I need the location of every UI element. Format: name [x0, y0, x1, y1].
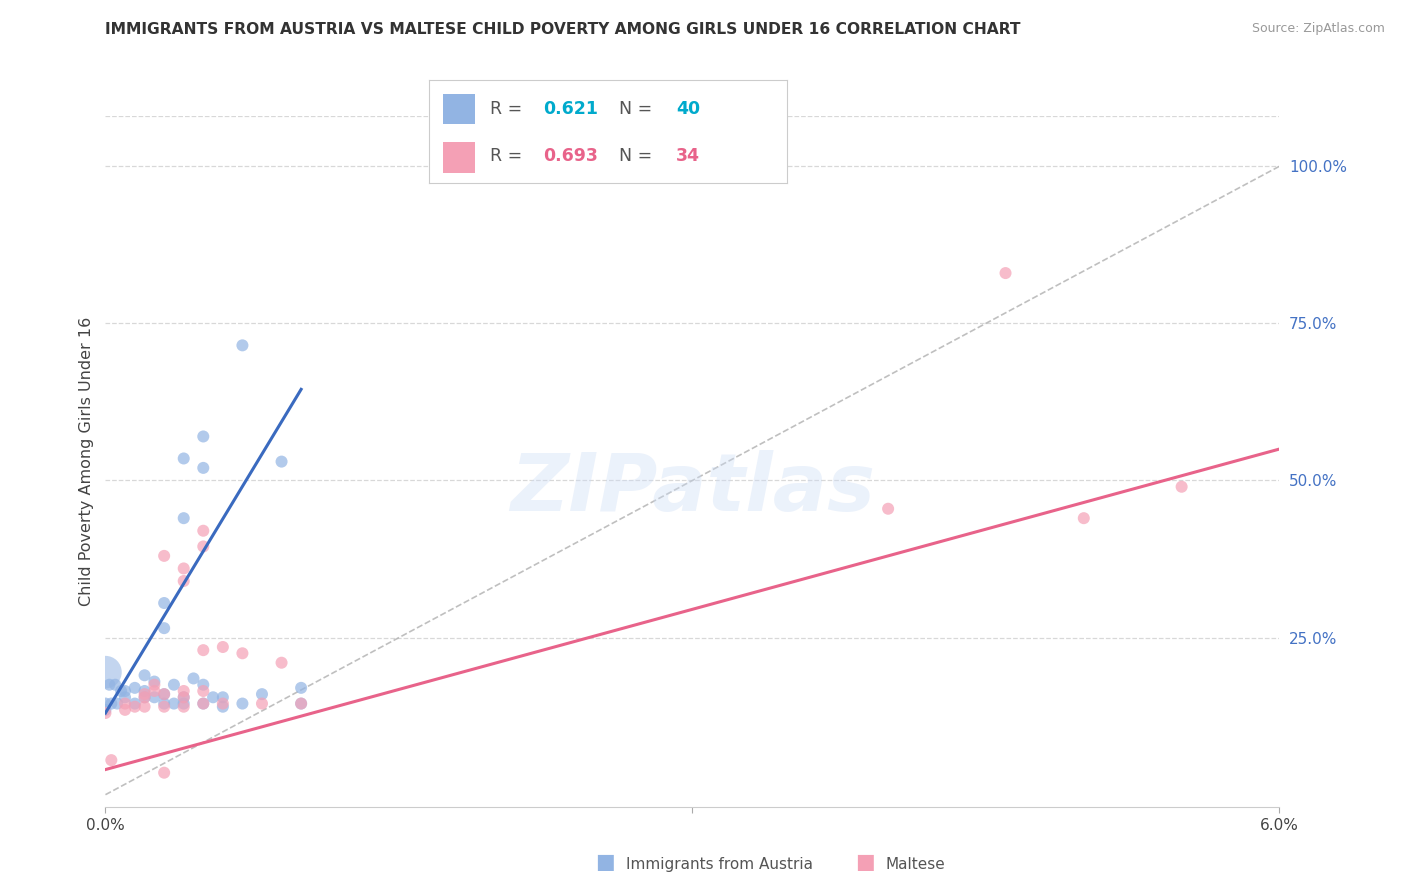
Point	[211, 697, 233, 711]
Point	[114, 690, 136, 705]
Point	[143, 674, 166, 689]
Point	[134, 684, 156, 698]
Point	[193, 697, 215, 711]
Y-axis label: Child Poverty Among Girls Under 16: Child Poverty Among Girls Under 16	[79, 317, 94, 607]
Point	[290, 697, 312, 711]
Point	[124, 681, 146, 695]
Text: N =: N =	[609, 147, 658, 165]
Text: 40: 40	[676, 100, 700, 118]
Point	[153, 687, 176, 701]
Point	[143, 690, 166, 705]
Text: R =: R =	[489, 100, 527, 118]
Point	[193, 678, 215, 692]
Point	[193, 461, 215, 475]
Point	[994, 266, 1017, 280]
Point	[250, 687, 273, 701]
Point	[250, 697, 273, 711]
Point	[134, 687, 156, 701]
Point	[153, 765, 176, 780]
Point	[173, 451, 195, 466]
Point	[173, 574, 195, 588]
Point	[193, 524, 215, 538]
Point	[134, 699, 156, 714]
Text: Maltese: Maltese	[886, 857, 945, 872]
Point	[124, 697, 146, 711]
Point	[153, 621, 176, 635]
Point	[114, 684, 136, 698]
Point	[94, 703, 117, 717]
Point	[270, 656, 292, 670]
Point	[114, 703, 136, 717]
Point	[100, 697, 122, 711]
Text: IMMIGRANTS FROM AUSTRIA VS MALTESE CHILD POVERTY AMONG GIRLS UNDER 16 CORRELATIO: IMMIGRANTS FROM AUSTRIA VS MALTESE CHILD…	[105, 22, 1021, 37]
Point	[211, 640, 233, 654]
Point	[104, 678, 127, 692]
Text: N =: N =	[609, 100, 658, 118]
Point	[153, 596, 176, 610]
Text: Immigrants from Austria: Immigrants from Austria	[626, 857, 813, 872]
Point	[173, 684, 195, 698]
Point	[105, 697, 128, 711]
Text: 0.693: 0.693	[544, 147, 599, 165]
Point	[143, 684, 166, 698]
Point	[193, 540, 215, 554]
Point	[193, 697, 215, 711]
Point	[173, 697, 195, 711]
Point	[193, 429, 215, 443]
Point	[211, 699, 233, 714]
Text: ■: ■	[595, 853, 614, 872]
Point	[1170, 480, 1192, 494]
Point	[110, 684, 132, 698]
Text: Source: ZipAtlas.com: Source: ZipAtlas.com	[1251, 22, 1385, 36]
Point	[98, 678, 121, 692]
Point	[211, 690, 233, 705]
Text: R =: R =	[489, 147, 527, 165]
Point	[153, 699, 176, 714]
Point	[134, 690, 156, 705]
Point	[877, 501, 900, 516]
Point	[173, 690, 195, 705]
Point	[1073, 511, 1095, 525]
Point	[100, 753, 122, 767]
Point	[114, 697, 136, 711]
Point	[173, 690, 195, 705]
Text: ■: ■	[855, 853, 875, 872]
Bar	[443, 94, 475, 124]
Point	[193, 643, 215, 657]
Point	[173, 511, 195, 525]
Point	[153, 687, 176, 701]
Point	[193, 684, 215, 698]
Point	[163, 697, 186, 711]
Point	[231, 697, 253, 711]
Text: 34: 34	[676, 147, 700, 165]
Point	[153, 697, 176, 711]
Point	[202, 690, 225, 705]
Point	[173, 699, 195, 714]
Point	[163, 678, 186, 692]
Text: ZIPatlas: ZIPatlas	[510, 450, 875, 528]
Point	[231, 646, 253, 660]
Point	[153, 549, 176, 563]
Point	[270, 455, 292, 469]
Point	[134, 690, 156, 705]
Point	[94, 665, 117, 680]
Point	[143, 678, 166, 692]
Point	[173, 561, 195, 575]
Point	[183, 672, 205, 686]
Point	[94, 706, 117, 720]
Point	[290, 697, 312, 711]
Text: 0.621: 0.621	[544, 100, 599, 118]
Point	[124, 699, 146, 714]
Point	[290, 681, 312, 695]
Point	[231, 338, 253, 352]
Point	[134, 668, 156, 682]
Bar	[443, 142, 475, 173]
Point	[94, 697, 117, 711]
